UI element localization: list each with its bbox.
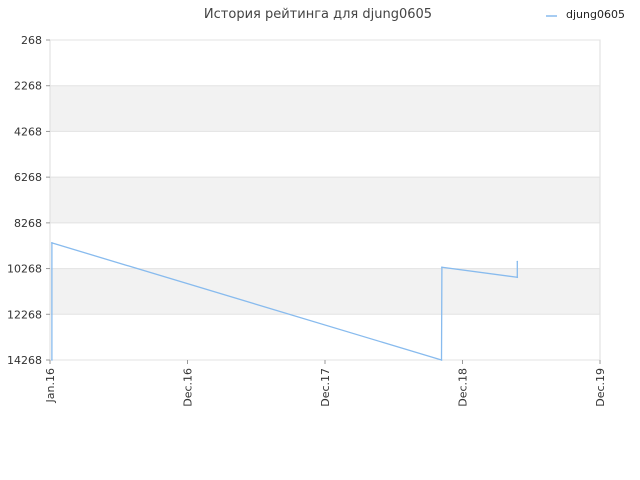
y-tick-label: 268 <box>21 34 42 47</box>
series-layer <box>51 242 519 361</box>
plot-band <box>50 131 600 178</box>
x-tick-label: Dec.17 <box>319 368 332 407</box>
y-axis-ticks: 268 2268 4268 6268 8268 10268 12268 14268 <box>7 34 50 367</box>
plot-band <box>50 222 600 269</box>
legend-label: djung0605 <box>566 8 625 21</box>
data-point <box>516 260 519 263</box>
plot-band <box>50 85 600 132</box>
y-tick-label: 14268 <box>7 354 42 367</box>
x-tick-label: Dec.16 <box>182 368 195 407</box>
series-line <box>51 242 518 361</box>
y-tick-label: 8268 <box>14 217 42 230</box>
chart-title: История рейтинга для djung0605 <box>204 7 432 22</box>
x-tick-label: Dec.19 <box>594 368 607 407</box>
y-gridlines <box>50 39 600 361</box>
data-point <box>516 276 519 279</box>
data-point <box>440 359 443 361</box>
x-tick-label: Dec.18 <box>457 368 470 407</box>
y-tick-label: 10268 <box>7 263 42 276</box>
plot-band <box>50 177 600 223</box>
legend: djung0605 <box>546 8 625 21</box>
plot-band <box>50 314 600 360</box>
y-tick-label: 4268 <box>14 125 42 138</box>
plot-bands <box>50 40 600 360</box>
data-point <box>51 242 53 244</box>
y-tick-label: 6268 <box>14 171 42 184</box>
y-tick-label: 2268 <box>14 80 42 93</box>
x-tick-label: Jan.16 <box>44 368 57 403</box>
x-axis-ticks: Jan.16 Dec.16 Dec.17 Dec.18 Dec.19 <box>44 360 607 407</box>
data-point <box>51 359 53 361</box>
data-point <box>441 266 443 269</box>
y-tick-label: 12268 <box>7 308 42 321</box>
plot-band <box>50 40 600 86</box>
